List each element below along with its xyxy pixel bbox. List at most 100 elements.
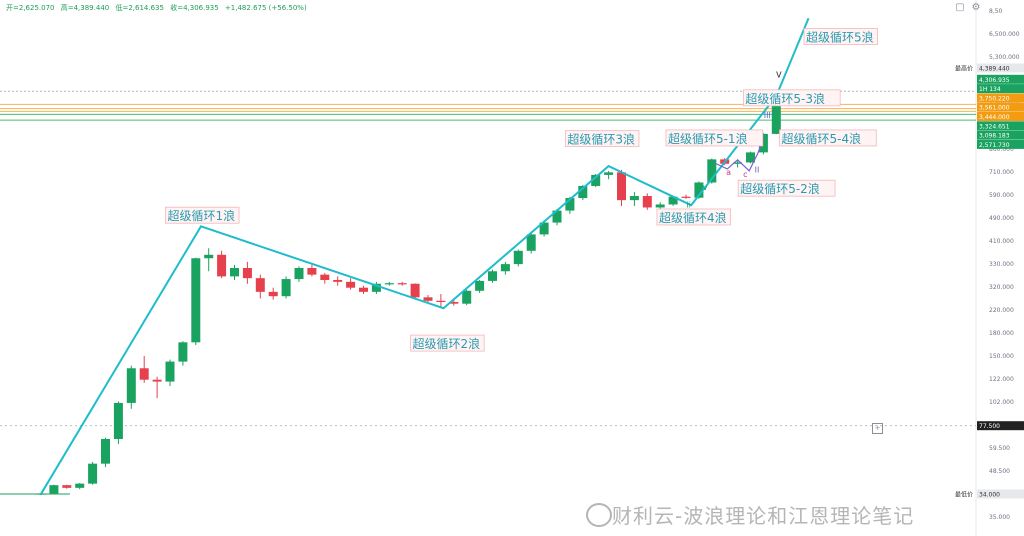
candle-body — [668, 196, 678, 205]
price-tag — [977, 63, 1024, 73]
candle-body — [449, 301, 459, 304]
candle-body — [578, 185, 588, 199]
y-tick-label: 710.000 — [989, 169, 1014, 176]
candle — [75, 483, 85, 490]
candle-body — [591, 174, 601, 186]
watermark: 财利云-波浪理论和江恩理论笔记 — [612, 504, 915, 528]
wave-label-box — [564, 130, 640, 148]
y-tick-label: 59.500 — [989, 445, 1010, 452]
candle — [758, 133, 768, 155]
wave-label: 超级循环5-2浪 — [737, 179, 836, 197]
price-tag-value: 3,750.220 — [979, 95, 1010, 102]
price-tag-value: 1H 134 — [979, 86, 1001, 93]
ohlc-change: +1,482.675 (+56.50%) — [224, 4, 307, 12]
candle — [255, 274, 265, 299]
candle — [242, 261, 252, 284]
y-tick-label: 320.000 — [989, 284, 1014, 291]
wave-label: 超级循环5-4浪 — [779, 129, 877, 147]
candle-body — [49, 485, 59, 494]
candle-body — [165, 361, 175, 382]
candle — [513, 249, 523, 267]
candle-body — [539, 222, 549, 235]
wave-label: 超级循环5浪 — [803, 28, 878, 45]
candle — [384, 281, 394, 286]
price-tag-label: 最低价 — [955, 490, 973, 498]
wave-mark: ii — [686, 200, 690, 209]
y-tick-label: 330.000 — [989, 261, 1014, 268]
price-tag — [977, 421, 1024, 431]
y-tick-label: 150.000 — [989, 353, 1014, 360]
watermark-logo-icon — [586, 503, 612, 527]
crosshair-icon[interactable]: + — [872, 423, 883, 434]
candle-body — [359, 287, 368, 292]
price-tag — [977, 489, 1024, 499]
wave-label: 超级循环1浪 — [165, 206, 240, 224]
wave-mark: i — [712, 163, 714, 172]
wave-label: 超级循环2浪 — [410, 334, 485, 352]
sub-wave-line — [714, 137, 764, 172]
wave-label: 超级循环4浪 — [656, 208, 731, 226]
wave-label-text: 超级循环5-3浪 — [745, 91, 825, 106]
candle — [423, 295, 433, 302]
candle-body — [436, 300, 446, 303]
candle-body — [526, 234, 536, 251]
wave-label-box — [742, 89, 841, 107]
candle-body — [36, 493, 46, 495]
candle-body — [75, 483, 85, 488]
candle — [191, 257, 201, 346]
wave-mark: c — [743, 170, 747, 179]
candle-body — [771, 92, 781, 134]
wave-label-box — [665, 129, 764, 147]
wave-label-box — [656, 208, 731, 226]
candle — [178, 341, 188, 366]
ohlc-high: 高=4,389.440 — [60, 4, 110, 12]
y-tick-label: 490.000 — [989, 215, 1014, 222]
y-tick-label: 5,300.000 — [989, 54, 1020, 61]
price-tag — [977, 93, 1024, 103]
candle — [294, 266, 304, 282]
price-tag-value: 3,561.000 — [979, 105, 1010, 112]
candle — [746, 151, 755, 164]
price-tag — [977, 74, 1024, 84]
settings-icon[interactable]: ⚙ — [971, 2, 981, 13]
candle-body — [462, 290, 472, 304]
candle-body — [307, 268, 317, 275]
candle — [268, 287, 278, 300]
candle-body — [126, 368, 136, 403]
candle — [617, 169, 626, 206]
wave-mark: iv — [701, 183, 708, 192]
candle-body — [500, 264, 510, 272]
candle — [204, 248, 214, 272]
wave-label: 超级循环5-1浪 — [665, 129, 764, 147]
y-tick-label: 220.000 — [989, 307, 1014, 314]
candle-body — [191, 258, 201, 343]
candle-body — [113, 402, 123, 439]
candle-body — [629, 196, 639, 201]
candle-body — [423, 297, 433, 301]
candle — [49, 484, 59, 494]
wave-mark: II — [755, 165, 760, 174]
y-tick-label: 180.000 — [989, 330, 1014, 337]
maximize-icon[interactable]: ▢ — [955, 2, 965, 13]
candle-body — [475, 280, 485, 291]
candle-body — [488, 271, 497, 281]
wave-mark: III — [764, 111, 771, 120]
price-tag-value: 3,324.651 — [979, 123, 1010, 130]
ohlc-open: 开=2,625.070 — [6, 4, 55, 12]
candle-body — [410, 283, 420, 298]
candle — [410, 283, 420, 299]
wave-label-text: 超级循环1浪 — [167, 208, 235, 223]
candle-body — [320, 274, 330, 280]
candle — [281, 276, 291, 299]
wave-label: 超级循环5-3浪 — [742, 89, 841, 107]
candle — [113, 401, 123, 445]
candle-body — [707, 159, 717, 183]
candle-body — [62, 485, 72, 488]
candle — [681, 194, 691, 199]
candle-body — [681, 196, 691, 198]
candle — [320, 272, 330, 284]
candle-body — [346, 281, 356, 288]
candle — [359, 285, 368, 294]
candle — [139, 355, 149, 383]
